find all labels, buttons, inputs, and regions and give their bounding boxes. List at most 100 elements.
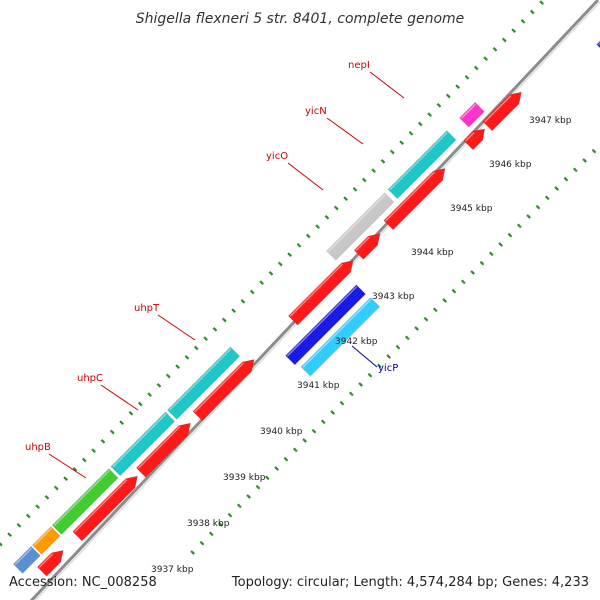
- gene-uhpT[interactable]: [167, 346, 241, 420]
- kbp-label-3944: 3944 kbp: [411, 248, 454, 258]
- gene-blue-2[interactable]: [596, 20, 600, 54]
- gene-blue-1-highlight: [286, 286, 358, 357]
- topology-text: Topology: circular; Length: 4,574,284 bp…: [231, 575, 589, 590]
- gene-orange[interactable]: [32, 526, 61, 555]
- outer-tick-mark: [203, 336, 208, 342]
- gene-labels: nepI yicN yicO uhpT uhpC uhpB yicP: [25, 60, 398, 453]
- gene-label-uhpB[interactable]: uhpB: [25, 442, 51, 453]
- inner-tick-mark: [432, 307, 438, 313]
- gene-red-7[interactable]: [383, 168, 446, 231]
- outer-tick-mark: [147, 392, 152, 398]
- kbp-label-3947: 3947 kbp: [529, 116, 572, 126]
- inner-tick-mark: [414, 326, 419, 331]
- inner-tick-mark: [451, 288, 457, 294]
- outer-tick-mark: [7, 532, 12, 538]
- outer-tick-mark: [128, 411, 134, 416]
- gene-label-yicO[interactable]: yicO: [266, 151, 288, 162]
- outer-tick-mark: [221, 317, 227, 323]
- outer-tick-mark: [25, 513, 31, 519]
- gene-yicO[interactable]: [326, 192, 395, 261]
- gene-magenta[interactable]: [459, 102, 485, 128]
- gene-red-2[interactable]: [72, 475, 138, 542]
- gene-uhpB[interactable]: [51, 468, 119, 535]
- outer-tick-mark: [399, 140, 404, 146]
- outer-tick-mark: [53, 485, 59, 491]
- gene-label-yicP[interactable]: yicP: [378, 363, 398, 374]
- gene-label-nepI[interactable]: nepI: [348, 60, 370, 71]
- inner-tick-mark: [563, 176, 569, 182]
- inner-tick-mark: [498, 242, 503, 247]
- outer-tick-mark: [445, 93, 451, 99]
- gene-yicP[interactable]: [300, 297, 381, 377]
- inner-tick-mark: [591, 148, 597, 154]
- inner-tick-mark: [507, 232, 513, 238]
- inner-tick-mark: [516, 223, 522, 229]
- inner-tick-mark: [535, 204, 541, 210]
- outer-tick-mark: [464, 74, 470, 80]
- leader-yicP: [351, 345, 378, 368]
- outer-tick-mark: [35, 504, 40, 510]
- inner-tick-mark: [274, 466, 279, 471]
- gene-label-yicN[interactable]: yicN: [305, 106, 327, 117]
- gene-red-4[interactable]: [192, 359, 255, 422]
- gene-yicO-highlight: [327, 194, 386, 252]
- gene-uhpT-highlight: [168, 348, 232, 411]
- inner-tick-mark: [255, 484, 261, 490]
- gene-features[interactable]: [12, 20, 600, 577]
- inner-tick-mark: [488, 251, 494, 257]
- outer-tick-mark: [165, 373, 171, 379]
- gene-yicN-highlight: [389, 131, 448, 191]
- inner-tick-mark: [572, 167, 578, 173]
- label-leaders: [48, 71, 405, 479]
- gene-label-uhpC[interactable]: uhpC: [77, 373, 103, 384]
- inner-tick-mark: [264, 475, 270, 481]
- kbp-label-3945: 3945 kbp: [450, 204, 493, 214]
- inner-tick-mark: [479, 260, 485, 266]
- outer-tick-mark: [63, 476, 68, 482]
- inner-tick-mark: [302, 438, 307, 443]
- inner-tick-mark: [320, 419, 326, 425]
- gene-steel[interactable]: [12, 546, 41, 574]
- kbp-label-3940: 3940 kbp: [260, 427, 303, 437]
- outer-tick-mark: [249, 289, 255, 295]
- gene-red-8[interactable]: [463, 128, 486, 151]
- map-title: Shigella flexneri 5 str. 8401, complete …: [136, 11, 465, 27]
- gene-orange-highlight: [33, 527, 52, 546]
- inner-tick-mark: [470, 270, 475, 275]
- outer-tick-mark: [277, 261, 283, 267]
- inner-tick-mark: [460, 279, 466, 285]
- kbp-label-3946: 3946 kbp: [489, 160, 532, 170]
- outer-tick-mark: [212, 327, 218, 332]
- inner-tick-mark: [367, 372, 373, 378]
- gene-uhpC-highlight: [112, 413, 167, 468]
- inner-tick-mark: [554, 186, 559, 191]
- outer-tick-mark: [193, 345, 199, 351]
- outer-tick-mark: [343, 196, 348, 202]
- gene-red-5[interactable]: [288, 260, 354, 326]
- gene-yicN[interactable]: [387, 130, 457, 200]
- outer-tick-mark: [175, 364, 180, 370]
- gene-red-6-highlight: [355, 236, 370, 252]
- gene-blue-1[interactable]: [285, 284, 366, 366]
- inner-tick-mark: [526, 214, 531, 219]
- gene-red-6[interactable]: [353, 233, 381, 260]
- gene-red-1[interactable]: [37, 549, 64, 577]
- outer-tick-mark: [333, 205, 339, 211]
- inner-tick-mark: [404, 335, 410, 341]
- outer-tick-mark: [417, 121, 423, 127]
- outer-tick-mark: [389, 149, 395, 155]
- leader-yicN: [326, 117, 364, 145]
- inner-tick-mark: [348, 391, 354, 397]
- inner-tick-mark: [442, 298, 447, 303]
- gene-red-4-highlight: [194, 362, 245, 413]
- outer-tick-mark: [529, 9, 535, 15]
- outer-tick-mark: [380, 159, 386, 164]
- inner-tick-mark: [292, 447, 298, 453]
- gene-label-uhpT[interactable]: uhpT: [134, 303, 160, 314]
- gene-red-9[interactable]: [482, 91, 522, 132]
- gene-uhpC[interactable]: [110, 411, 176, 477]
- gene-red-3[interactable]: [135, 422, 191, 478]
- tick-marks: [0, 0, 597, 555]
- inner-tick-mark: [218, 522, 223, 527]
